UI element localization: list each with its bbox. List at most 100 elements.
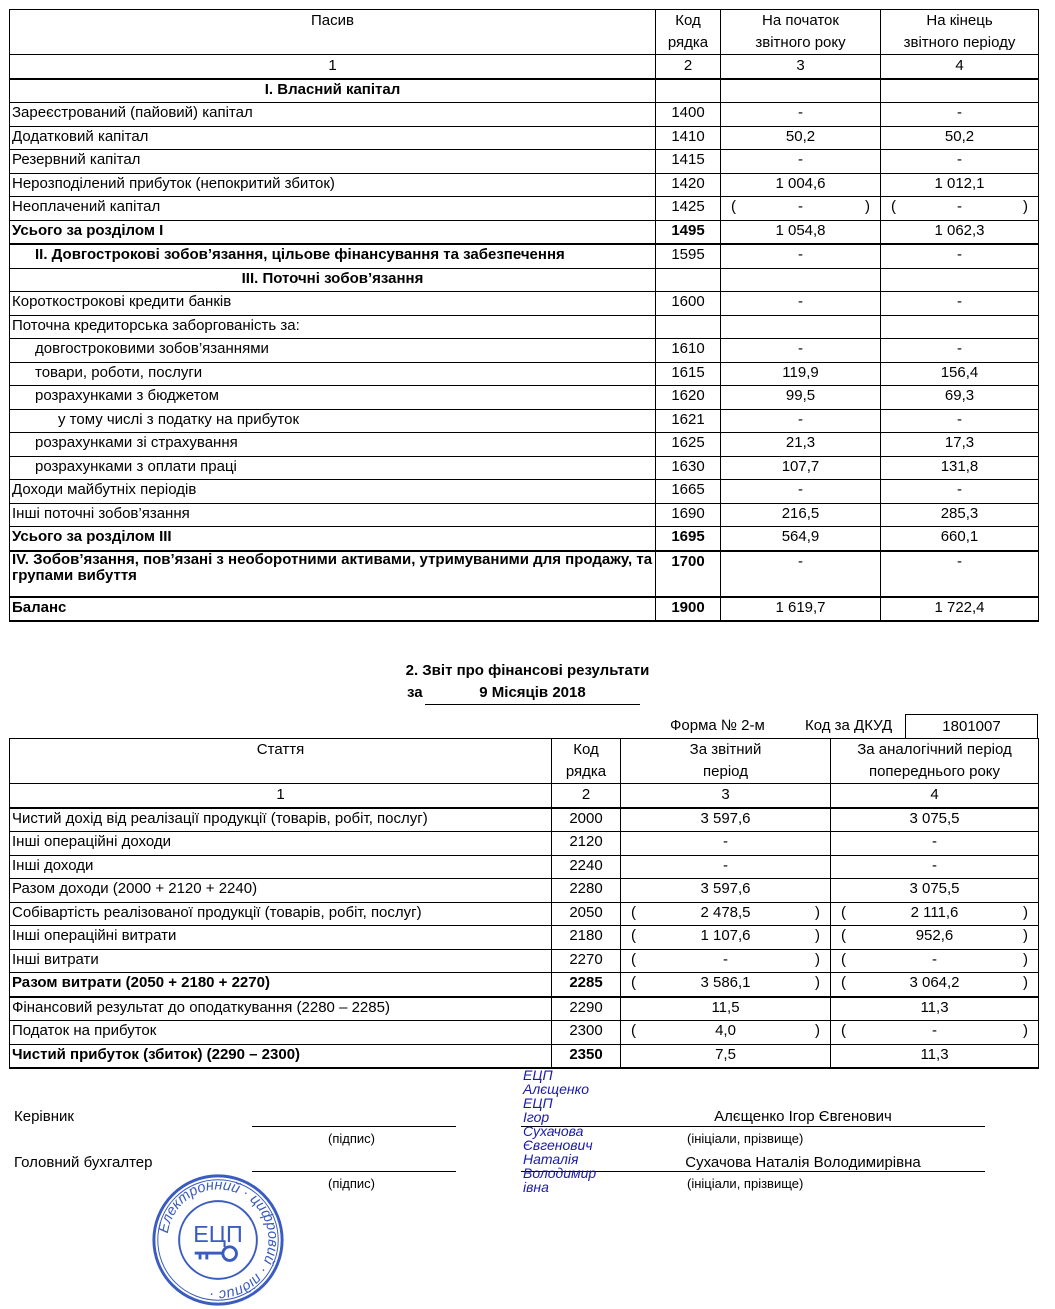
row-label: Неоплачений капітал — [9, 196, 656, 221]
header-row: Пасив Код рядка На початок звітного року На к… — [9, 9, 1039, 55]
row-value: 3 597,6 — [620, 878, 831, 903]
row-value: 50,2 — [880, 125, 1039, 150]
table-row: III. Поточні зобов’язання — [9, 267, 1039, 292]
row-value: - — [880, 102, 1039, 127]
column-header: За аналогічний період попереднього року — [830, 738, 1039, 784]
report-period: 9 Місяців 2018 — [425, 684, 640, 705]
row-code: 2240 — [551, 854, 621, 879]
column-number: 2 — [655, 54, 721, 80]
table-row: товари, роботи, послуги 1615 119,9 156,4 — [9, 361, 1039, 386]
row-value — [880, 314, 1039, 339]
row-value: - — [880, 550, 1039, 598]
row-label: Інші операційні доходи — [9, 831, 552, 856]
row-code: 2290 — [551, 996, 621, 1021]
row-label: Резервний капітал — [9, 149, 656, 174]
row-label: розрахунками зі страхування — [9, 432, 656, 457]
table-row: Баланс 1900 1 619,7 1 722,4 — [9, 596, 1039, 622]
row-value: 3 075,5 — [830, 807, 1039, 832]
row-code: 1420 — [655, 172, 721, 197]
table-row: розрахунками з оплати праці 1630 107,7 131,… — [9, 455, 1039, 480]
table-row: розрахунками зі страхування 1625 21,3 17,3 — [9, 432, 1039, 457]
director-sign-caption: (підпис) — [328, 1131, 375, 1146]
column-header: Стаття — [9, 738, 552, 784]
row-value: (2 478,5) — [620, 901, 831, 926]
header-row: Стаття Код рядка За звітний період За аналогі… — [9, 738, 1039, 784]
row-value: - — [720, 338, 881, 363]
row-value: - — [620, 831, 831, 856]
table-row: Податок на прибуток 2300(4,0)(-) — [9, 1020, 1039, 1045]
row-code: 2180 — [551, 925, 621, 950]
row-value — [720, 267, 881, 292]
row-value: 285,3 — [880, 502, 1039, 527]
row-value: 11,3 — [830, 1043, 1039, 1069]
row-code: 2285 — [551, 972, 621, 998]
table-row: IV. Зобов’язання, пов’язані з необоротни… — [9, 550, 1039, 598]
row-label: Разом доходи (2000 + 2120 + 2240) — [9, 878, 552, 903]
row-label: Податок на прибуток — [9, 1020, 552, 1045]
row-label: Інші доходи — [9, 854, 552, 879]
table-row: Нерозподілений прибуток (непокритий збит… — [9, 172, 1039, 197]
row-code — [655, 78, 721, 103]
row-code: 1630 — [655, 455, 721, 480]
row-value: - — [720, 243, 881, 269]
row-value: (3 064,2) — [830, 972, 1039, 998]
row-label: Усього за розділом III — [9, 526, 656, 552]
row-value: - — [880, 149, 1039, 174]
row-value: - — [720, 149, 881, 174]
row-label: Короткострокові кредити банків — [9, 291, 656, 316]
director-label: Керівник — [14, 1108, 74, 1125]
row-value: - — [880, 243, 1039, 269]
income-statement-table: Стаття Код рядка За звітний період За аналогі… — [9, 738, 1039, 1069]
row-label: Поточна кредиторська заборгованість за: — [9, 314, 656, 339]
table-row: Разом витрати (2050 + 2180 + 2270) 2285(3… — [9, 972, 1039, 998]
period-prefix: за — [407, 684, 423, 701]
row-value: 11,5 — [620, 996, 831, 1021]
row-label: Чистий прибуток (збиток) (2290 – 2300) — [9, 1043, 552, 1069]
row-value: 107,7 — [720, 455, 881, 480]
column-header: Пасив — [9, 9, 656, 55]
row-code — [655, 314, 721, 339]
row-value: 7,5 — [620, 1043, 831, 1069]
accountant-sign-caption: (підпис) — [328, 1176, 375, 1191]
row-code: 1415 — [655, 149, 721, 174]
row-code: 2270 — [551, 948, 621, 973]
dkud-label: Код за ДКУД — [805, 717, 893, 734]
row-value: 216,5 — [720, 502, 881, 527]
row-value: 1 722,4 — [880, 596, 1039, 622]
row-value: (-) — [720, 196, 881, 221]
row-code: 2280 — [551, 878, 621, 903]
row-label: Інші операційні витрати — [9, 925, 552, 950]
director-name-line — [521, 1126, 985, 1127]
table-row: Інші поточні зобов’язання 1690 216,5 285,3 — [9, 502, 1039, 527]
row-code — [655, 267, 721, 292]
column-number: 3 — [620, 783, 831, 809]
row-code: 1410 — [655, 125, 721, 150]
report-title: 2. Звіт про фінансові результати — [405, 662, 650, 679]
row-code: 1425 — [655, 196, 721, 221]
column-header: На кінець звітного періоду — [880, 9, 1039, 55]
row-value: 99,5 — [720, 385, 881, 410]
table-row: Короткострокові кредити банків 1600- - — [9, 291, 1039, 316]
table-row: Зареєстрований (пайовий) капітал 1400- - — [9, 102, 1039, 127]
row-label: Чистий дохід від реалізації продукції (т… — [9, 807, 552, 832]
row-value: (-) — [830, 1020, 1039, 1045]
row-label: III. Поточні зобов’язання — [9, 267, 656, 292]
director-name-caption: (ініціали, прізвище) — [687, 1131, 804, 1146]
ecp-stamp-seal: Електронний · цифровий · підпис · ЕЦП — [152, 1174, 284, 1306]
row-value: (2 111,6) — [830, 901, 1039, 926]
column-header: Код рядка — [655, 9, 721, 55]
accountant-name-caption: (ініціали, прізвище) — [687, 1176, 804, 1191]
row-value: 3 075,5 — [830, 878, 1039, 903]
table-row: Фінансовий результат до оподаткування (2… — [9, 996, 1039, 1021]
column-header: За звітний період — [620, 738, 831, 784]
table-row: Чистий дохід від реалізації продукції (т… — [9, 807, 1039, 832]
table-row: Поточна кредиторська заборгованість за: — [9, 314, 1039, 339]
column-number: 1 — [9, 54, 656, 80]
row-code: 1695 — [655, 526, 721, 552]
row-label: II. Довгострокові зобов’язання, цільове … — [9, 243, 656, 269]
row-code: 2000 — [551, 807, 621, 832]
row-label: Доходи майбутніх періодів — [9, 479, 656, 504]
row-code: 2300 — [551, 1020, 621, 1045]
